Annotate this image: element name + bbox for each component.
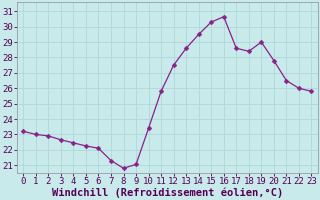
- X-axis label: Windchill (Refroidissement éolien,°C): Windchill (Refroidissement éolien,°C): [52, 187, 283, 198]
